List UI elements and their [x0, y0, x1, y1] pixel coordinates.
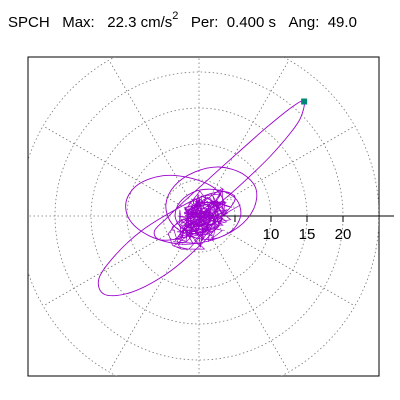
- period-label: Per:: [190, 14, 219, 31]
- trajectory-cluster: [167, 187, 241, 250]
- tick-label: 20: [335, 226, 352, 243]
- period-value: 0.400 s: [226, 14, 276, 31]
- max-value: 22.3: [107, 14, 137, 31]
- station-code: SPCH: [8, 14, 50, 31]
- max-label: Max:: [62, 14, 95, 31]
- max-unit: cm/s2: [140, 10, 179, 31]
- radial-axis: 10 15 20: [199, 215, 394, 243]
- angle-label: Ang:: [288, 14, 320, 31]
- peak-marker: [301, 98, 308, 105]
- chart-header: SPCH Max: 22.3 cm/s2 Per: 0.400 s Ang: 4…: [8, 10, 357, 31]
- tick-label: 15: [299, 226, 316, 243]
- angle-value: 49.0: [327, 14, 357, 31]
- tick-label: 10: [263, 226, 280, 243]
- trajectory: [97, 100, 305, 297]
